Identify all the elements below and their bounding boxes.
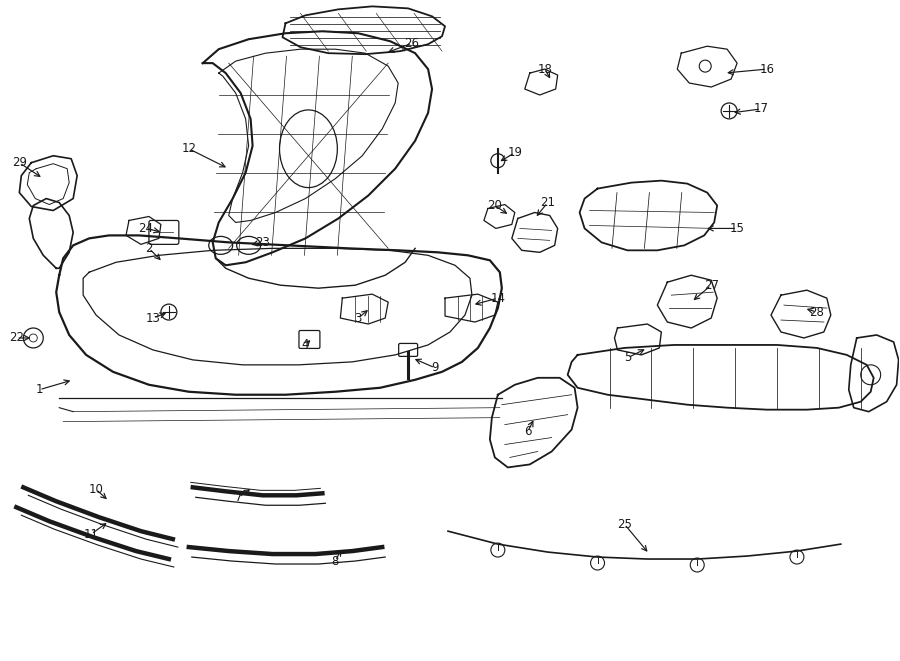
Text: 3: 3 xyxy=(355,311,362,325)
Text: 20: 20 xyxy=(488,199,502,212)
Text: 7: 7 xyxy=(235,491,242,504)
Text: 22: 22 xyxy=(9,331,23,344)
Text: 28: 28 xyxy=(809,305,824,319)
Text: 14: 14 xyxy=(491,292,506,305)
Text: 2: 2 xyxy=(145,242,153,255)
Text: 16: 16 xyxy=(760,63,775,75)
Text: 4: 4 xyxy=(302,338,310,352)
Text: 12: 12 xyxy=(181,142,196,155)
Text: 15: 15 xyxy=(730,222,744,235)
Text: 11: 11 xyxy=(84,527,99,541)
Text: 13: 13 xyxy=(146,311,160,325)
Text: 17: 17 xyxy=(753,102,769,116)
Text: 18: 18 xyxy=(537,63,552,75)
Text: 6: 6 xyxy=(524,425,532,438)
Text: 21: 21 xyxy=(540,196,555,209)
Text: 10: 10 xyxy=(89,483,104,496)
Text: 27: 27 xyxy=(704,279,719,292)
Text: 26: 26 xyxy=(405,37,419,50)
Text: 23: 23 xyxy=(255,236,270,249)
Text: 8: 8 xyxy=(332,555,339,568)
Text: 25: 25 xyxy=(617,518,632,531)
Text: 9: 9 xyxy=(431,362,439,374)
Text: 5: 5 xyxy=(624,352,631,364)
Text: 19: 19 xyxy=(508,146,522,159)
Text: 24: 24 xyxy=(139,222,153,235)
Text: 29: 29 xyxy=(12,156,27,169)
Text: 1: 1 xyxy=(35,383,43,396)
